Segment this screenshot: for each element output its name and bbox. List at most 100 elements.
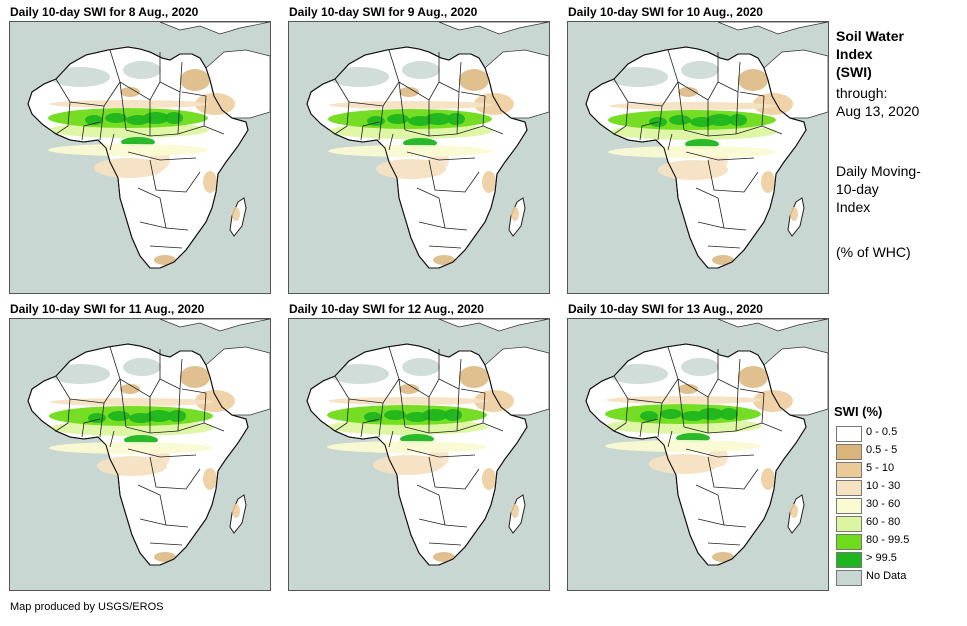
legend-item: 60 - 80 (834, 515, 900, 533)
europe-landmass (438, 22, 549, 35)
country-border (119, 52, 161, 101)
map-panel-aug-9: Daily 10-day SWI for 9 Aug., 2020 (288, 5, 550, 296)
panel-title: Daily 10-day SWI for 11 Aug., 2020 (10, 302, 205, 316)
country-border (149, 245, 183, 249)
index-title-line: (SWI) (836, 64, 872, 80)
swi-band (660, 409, 682, 419)
swi-patch (232, 504, 240, 518)
africa-map-graphic (10, 319, 270, 590)
panel-title: Daily 10-day SWI for 12 Aug., 2020 (289, 302, 484, 316)
panel-title: Daily 10-day SWI for 10 Aug., 2020 (568, 5, 763, 19)
country-border (378, 402, 384, 438)
country-border (683, 422, 763, 434)
legend-item: 0.5 - 5 (834, 443, 897, 461)
country-border (177, 91, 181, 135)
country-border (149, 542, 183, 546)
swi-patch (511, 207, 519, 221)
country-border (119, 378, 127, 428)
legend-label: 60 - 80 (866, 516, 901, 528)
country-border (149, 456, 201, 490)
swi-band (329, 101, 493, 109)
country-border (639, 418, 659, 438)
africa-map-graphic (568, 319, 828, 590)
swi-patch (761, 171, 775, 193)
country-border (657, 402, 663, 438)
country-border (119, 81, 127, 131)
swi-band (165, 112, 183, 124)
africa-swi-map (9, 21, 271, 294)
swi-patch (203, 171, 217, 193)
swi-patch (738, 366, 768, 388)
swi-patch (678, 384, 698, 394)
swi-patch (402, 358, 440, 376)
swi-band (720, 408, 738, 420)
legend-swatch (836, 552, 862, 568)
legend-label: 10 - 30 (866, 480, 901, 492)
legend-swatch (836, 534, 862, 550)
swi-patch (712, 255, 734, 265)
swi-band (48, 144, 208, 156)
index-title-line: Soil Water (836, 28, 904, 44)
method-line: 10-day (836, 181, 879, 197)
country-border (125, 422, 205, 434)
swi-band (444, 409, 462, 421)
through-date: Aug 13, 2020 (836, 103, 920, 119)
swi-band (425, 113, 451, 125)
swi-band (669, 115, 691, 125)
africa-map-graphic (289, 319, 549, 590)
country-border (55, 398, 71, 432)
country-border (695, 187, 747, 231)
swi-band (608, 146, 776, 158)
country-border (404, 422, 484, 434)
country-border (428, 456, 480, 490)
panel-title: Daily 10-day SWI for 8 Aug., 2020 (10, 5, 199, 19)
legend-item: > 99.5 (834, 551, 897, 569)
swi-band (640, 411, 658, 421)
country-border (149, 159, 201, 193)
country-border (460, 91, 486, 97)
africa-coastline (27, 343, 249, 566)
country-border (683, 125, 763, 137)
country-border (360, 418, 380, 438)
country-border (55, 101, 71, 135)
country-border (739, 388, 765, 394)
country-border (388, 133, 394, 151)
swi-patch (50, 364, 110, 384)
swi-patch (154, 255, 176, 265)
europe-landmass (159, 319, 270, 332)
swi-patch (232, 207, 240, 221)
swi-band (373, 455, 443, 475)
country-border (613, 101, 629, 135)
country-border (99, 105, 105, 141)
legend-label: 5 - 10 (866, 462, 895, 474)
country-border (677, 52, 719, 101)
country-border (109, 133, 115, 151)
country-border (677, 378, 685, 428)
swi-band (707, 114, 733, 126)
swi-patch (180, 69, 210, 91)
legend-title: SWI (%) (834, 404, 883, 419)
country-border (404, 125, 484, 137)
country-border (685, 448, 755, 458)
country-border (398, 378, 406, 428)
swi-band (49, 100, 209, 108)
africa-coastline (585, 46, 807, 269)
country-border (334, 101, 350, 135)
swi-patch (608, 67, 668, 87)
country-border (735, 91, 739, 135)
country-border (739, 91, 765, 97)
legend-label: > 99.5 (866, 552, 897, 564)
swi-band (49, 442, 213, 454)
swi-band (422, 409, 448, 421)
method-line: Index (836, 199, 871, 215)
swi-legend: SWI (%) 0 - 0.5 0.5 - 5 5 - 10 10 - 30 30 - … (834, 404, 909, 587)
country-border (677, 81, 685, 131)
europe-landmass (438, 319, 549, 332)
swi-band (146, 410, 172, 422)
swi-patch (154, 552, 176, 562)
country-border (378, 105, 384, 141)
country-border (639, 121, 659, 141)
country-border (139, 518, 167, 526)
africa-coastline (585, 343, 807, 566)
country-border (181, 91, 207, 97)
